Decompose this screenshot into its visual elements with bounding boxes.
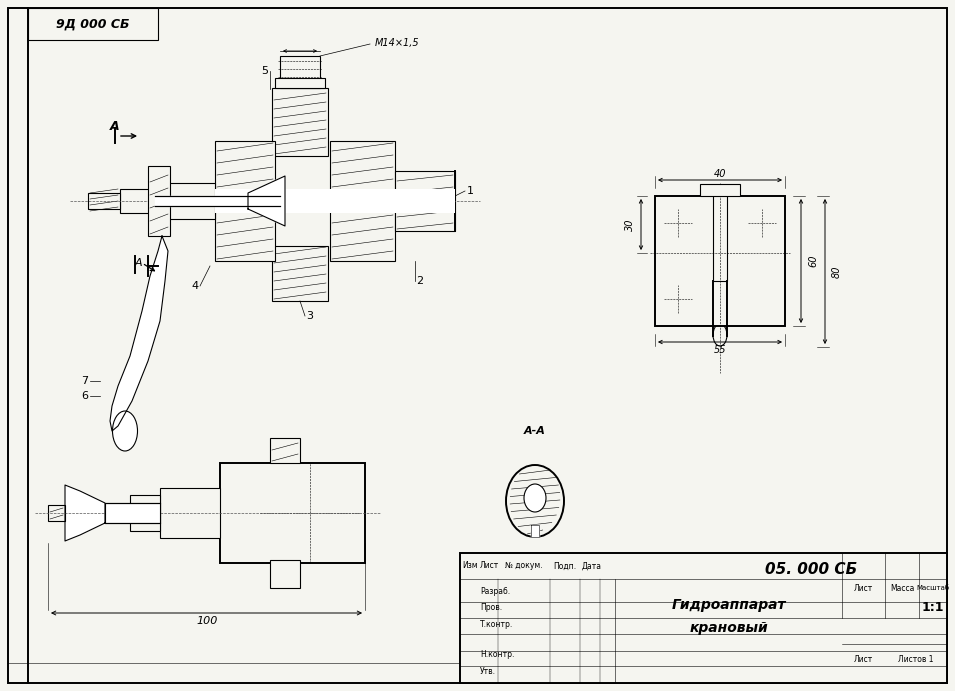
Text: № докум.: № докум. <box>505 562 542 571</box>
Bar <box>330 141 395 261</box>
Text: Гидроаппарат: Гидроаппарат <box>671 598 786 612</box>
Text: Лист: Лист <box>854 584 873 593</box>
Text: Т.контр.: Т.контр. <box>480 620 513 629</box>
Circle shape <box>753 214 771 232</box>
Circle shape <box>707 240 733 266</box>
Ellipse shape <box>675 218 765 288</box>
Circle shape <box>669 290 687 308</box>
Circle shape <box>692 225 748 281</box>
Bar <box>148 166 170 236</box>
Bar <box>105 503 160 523</box>
Text: Н.контр.: Н.контр. <box>480 650 515 659</box>
Text: 55: 55 <box>713 345 726 355</box>
Circle shape <box>669 214 687 232</box>
Bar <box>275 78 325 88</box>
Text: Изм: Изм <box>462 562 478 571</box>
Text: 1: 1 <box>466 186 474 196</box>
Bar <box>395 171 455 231</box>
Text: 80: 80 <box>832 265 842 278</box>
Ellipse shape <box>113 411 138 451</box>
Text: 100: 100 <box>197 616 218 626</box>
Bar <box>272 246 328 301</box>
Text: 1:1: 1:1 <box>922 601 944 614</box>
Bar <box>88 193 120 209</box>
Text: Пров.: Пров. <box>480 603 502 612</box>
Circle shape <box>713 246 727 260</box>
Text: A: A <box>135 258 141 268</box>
Text: Подп.: Подп. <box>554 562 577 571</box>
Bar <box>272 88 328 156</box>
Bar <box>160 488 220 538</box>
Text: А-А: А-А <box>524 426 546 436</box>
Ellipse shape <box>506 465 564 537</box>
Bar <box>48 505 65 521</box>
Bar <box>700 184 740 196</box>
Text: 9Д 000 СБ: 9Д 000 СБ <box>56 17 130 30</box>
Text: крановый: крановый <box>690 621 768 636</box>
Bar <box>270 438 300 463</box>
Bar <box>280 56 320 88</box>
Bar <box>130 495 160 531</box>
Text: 2: 2 <box>416 276 424 286</box>
Polygon shape <box>248 176 285 226</box>
Text: 7: 7 <box>81 376 89 386</box>
Text: Разраб.: Разраб. <box>480 587 510 596</box>
Bar <box>270 560 300 588</box>
Circle shape <box>700 233 740 273</box>
Bar <box>215 141 275 261</box>
Bar <box>150 183 215 219</box>
Polygon shape <box>110 236 168 431</box>
Text: Лист: Лист <box>854 655 873 664</box>
Text: Дата: Дата <box>582 562 602 571</box>
Bar <box>220 463 365 563</box>
Text: 60: 60 <box>808 255 818 267</box>
Bar <box>215 189 455 213</box>
Text: 30: 30 <box>625 218 635 231</box>
Text: 6: 6 <box>81 391 89 401</box>
Bar <box>460 553 947 683</box>
Polygon shape <box>155 196 280 206</box>
Bar <box>713 191 727 281</box>
Text: 40: 40 <box>713 169 726 179</box>
Bar <box>28 8 158 40</box>
Text: 5: 5 <box>262 66 268 76</box>
Polygon shape <box>531 525 539 537</box>
Bar <box>655 196 785 326</box>
Text: Масштаб: Масштаб <box>917 585 949 591</box>
Text: Листов 1: Листов 1 <box>899 655 934 664</box>
Text: 05. 000 СБ: 05. 000 СБ <box>765 562 857 576</box>
Text: Масса: Масса <box>890 584 914 593</box>
Text: M14×1,5: M14×1,5 <box>375 38 419 48</box>
Ellipse shape <box>713 324 727 346</box>
Text: A: A <box>110 120 119 133</box>
Polygon shape <box>65 485 105 541</box>
Bar <box>120 189 155 213</box>
Text: Утв.: Утв. <box>480 667 496 676</box>
Ellipse shape <box>524 484 546 512</box>
Text: Лист: Лист <box>479 562 499 571</box>
Text: 4: 4 <box>191 281 199 291</box>
Text: 3: 3 <box>307 311 313 321</box>
